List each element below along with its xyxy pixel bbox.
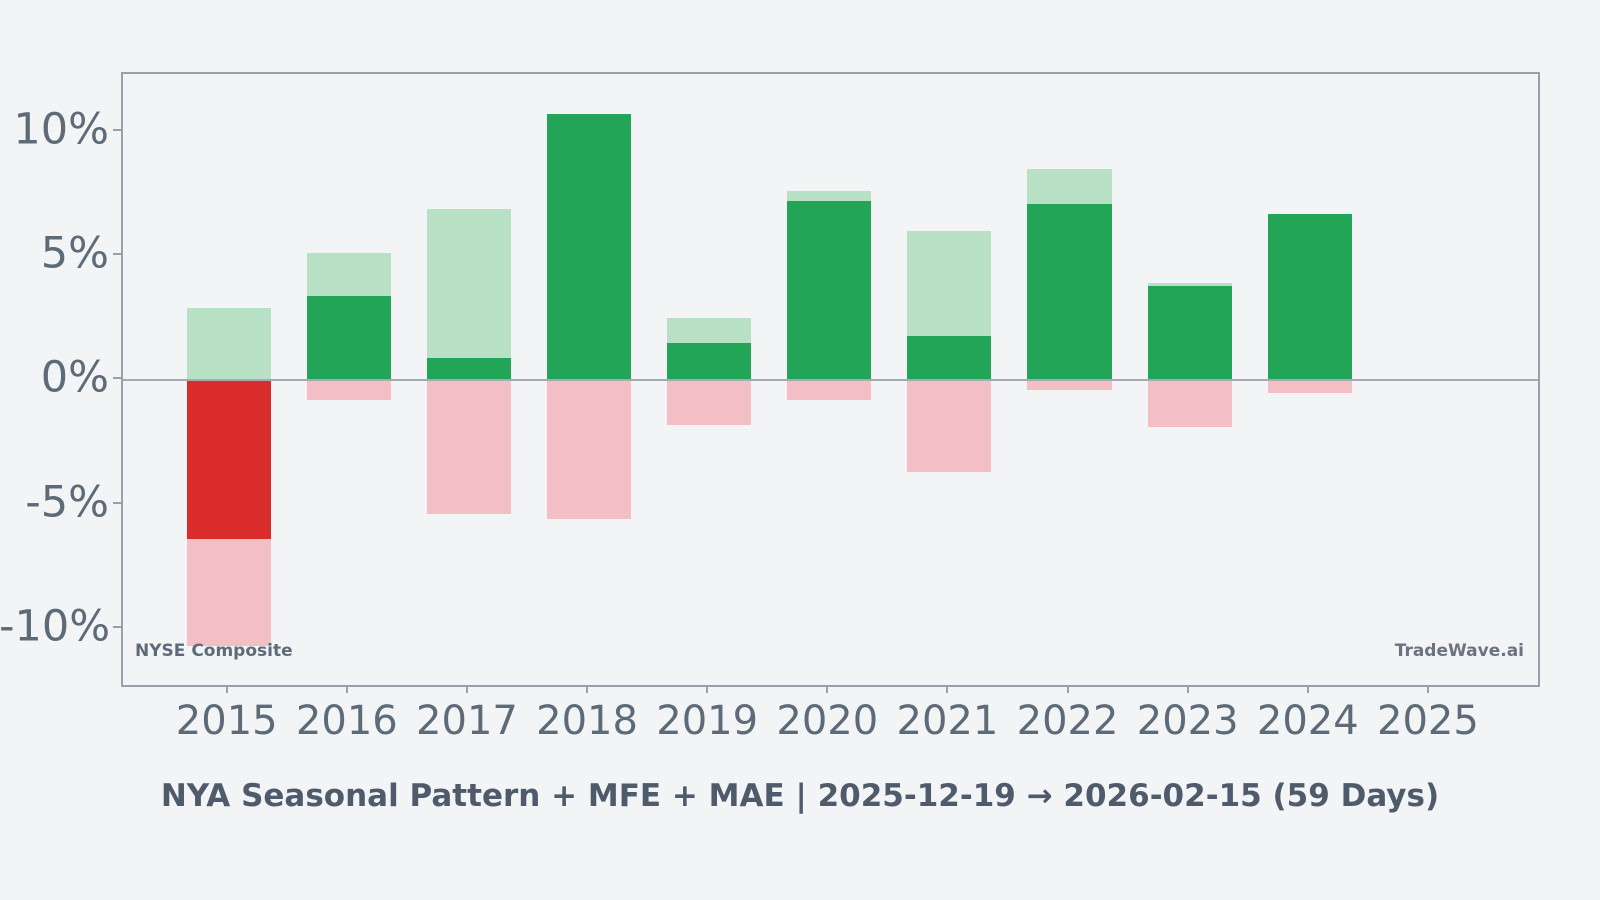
y-tick-mark xyxy=(113,252,121,255)
x-tick-mark xyxy=(1426,685,1429,693)
x-tick-label-2023: 2023 xyxy=(1136,698,1239,744)
y-tick-mark xyxy=(113,501,121,504)
bar-2015-mfe xyxy=(186,308,271,381)
bar-2018-mae xyxy=(547,380,632,520)
bar-2019-mae xyxy=(667,380,752,425)
x-tick-mark xyxy=(1066,685,1069,693)
chart-title: NYA Seasonal Pattern + MFE + MAE | 2025-… xyxy=(160,778,1440,814)
x-tick-label-2022: 2022 xyxy=(1016,698,1119,744)
x-tick-mark xyxy=(1306,685,1309,693)
y-tick-label: 5% xyxy=(40,228,109,279)
bar-2018-close xyxy=(547,114,632,381)
bar-2024-close xyxy=(1267,213,1352,381)
x-tick-mark xyxy=(1186,685,1189,693)
x-tick-label-2024: 2024 xyxy=(1256,698,1359,744)
y-tick-mark xyxy=(113,377,121,380)
bar-2017-close xyxy=(426,357,511,381)
y-tick-label: -10% xyxy=(0,601,111,652)
bar-2023-mae xyxy=(1147,380,1232,428)
bar-2022-mae xyxy=(1027,380,1112,391)
bar-2023-close xyxy=(1147,285,1232,381)
bar-2021-close xyxy=(907,335,992,381)
x-tick-mark xyxy=(465,685,468,693)
y-tick-mark xyxy=(113,128,121,131)
x-tick-mark xyxy=(826,685,829,693)
bar-2022-close xyxy=(1027,203,1112,381)
x-tick-label-2025: 2025 xyxy=(1376,698,1479,744)
x-tick-label-2019: 2019 xyxy=(656,698,759,744)
x-tick-label-2015: 2015 xyxy=(175,698,278,744)
x-tick-label-2021: 2021 xyxy=(896,698,999,744)
x-tick-label-2020: 2020 xyxy=(776,698,879,744)
x-tick-mark xyxy=(345,685,348,693)
bar-2017-mfe xyxy=(426,208,511,381)
instrument-label: NYSE Composite xyxy=(135,641,293,661)
y-tick-label: -5% xyxy=(25,477,109,528)
brand-label: TradeWave.ai xyxy=(1394,641,1524,661)
x-tick-label-2016: 2016 xyxy=(295,698,398,744)
bar-2016-close xyxy=(306,295,391,381)
x-tick-mark xyxy=(225,685,228,693)
y-tick-mark xyxy=(113,625,121,628)
x-tick-label-2018: 2018 xyxy=(536,698,638,744)
plot-area: NYSE Composite TradeWave.ai xyxy=(121,72,1540,687)
bar-2024-mae xyxy=(1267,380,1352,393)
bar-2019-close xyxy=(667,342,752,381)
bar-2015-close xyxy=(186,380,271,540)
y-tick-label: 10% xyxy=(13,104,109,155)
bar-2017-mae xyxy=(426,380,511,515)
bar-2021-mae xyxy=(907,380,992,473)
x-tick-mark xyxy=(706,685,709,693)
bar-2016-mae xyxy=(306,380,391,401)
y-tick-label: 0% xyxy=(40,352,109,403)
bar-2020-close xyxy=(787,201,872,381)
bar-2020-mae xyxy=(787,380,872,401)
x-tick-mark xyxy=(586,685,589,693)
x-tick-label-2017: 2017 xyxy=(416,698,518,744)
x-tick-mark xyxy=(946,685,949,693)
zero-line xyxy=(123,379,1538,382)
